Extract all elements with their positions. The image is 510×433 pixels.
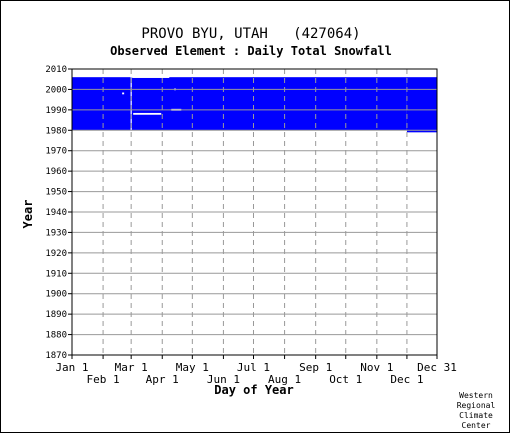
y-tick-label-8: 1950 — [45, 188, 67, 198]
y-tick-label-7: 1940 — [45, 208, 67, 218]
y-tick-label-0: 1870 — [45, 351, 67, 361]
chart-subtitle: Observed Element : Daily Total Snowfall — [110, 44, 392, 58]
y-tick-label-1: 1880 — [45, 331, 67, 341]
y-tick-label-9: 1960 — [45, 167, 67, 177]
x-axis-label: Day of Year — [214, 383, 293, 397]
y-tick-label-5: 1920 — [45, 249, 67, 259]
credit-line-3: Climate — [459, 411, 493, 420]
credit-line-2: Regional — [457, 401, 496, 410]
y-tick-label-4: 1910 — [45, 269, 67, 279]
data-block-0 — [72, 77, 407, 131]
x-tick-label-top-6: Dec 31 — [417, 361, 457, 374]
x-tick-label-bottom-5: Dec 1 — [390, 373, 423, 386]
x-tick-label-bottom-1: Apr 1 — [146, 373, 179, 386]
x-tick-label-top-3: Jul 1 — [237, 361, 270, 374]
x-tick-label-top-1: Mar 1 — [115, 361, 148, 374]
y-tick-label-2: 1890 — [45, 310, 67, 320]
y-tick-label-12: 1990 — [45, 106, 67, 116]
y-tick-labels: 1870 1880 1890 1900 1910 1920 1930 1940 1950 1960… — [45, 65, 72, 361]
y-tick-label-11: 1980 — [45, 126, 67, 136]
y-tick-label-10: 1970 — [45, 147, 67, 157]
y-tick-label-6: 1930 — [45, 228, 67, 238]
credit-line-4: Center — [462, 421, 491, 430]
data-gap-1 — [133, 112, 162, 115]
data-gap-3 — [122, 92, 125, 95]
x-tick-label-bottom-2: Jun 1 — [207, 373, 240, 386]
data-gap-0 — [130, 77, 132, 131]
y-axis-label: Year — [21, 200, 35, 229]
x-tick-labels: Jan 1 Mar 1 May 1 Jul 1 Sep 1 Nov 1 Dec 31 Feb … — [55, 355, 457, 386]
grid-lines — [72, 68, 437, 356]
x-tick-label-top-4: Sep 1 — [299, 361, 332, 374]
x-tick-label-top-5: Nov 1 — [360, 361, 393, 374]
y-tick-label-3: 1900 — [45, 290, 67, 300]
y-tick-label-14: 2010 — [45, 65, 67, 75]
chart-title: PROVO BYU, UTAH (427064) — [141, 26, 360, 42]
x-tick-label-bottom-4: Oct 1 — [329, 373, 362, 386]
plot-data-layer — [72, 77, 437, 133]
y-tick-label-13: 2000 — [45, 85, 67, 95]
x-tick-label-bottom-3: Aug 1 — [268, 373, 301, 386]
x-tick-label-top-0: Jan 1 — [55, 361, 88, 374]
credit-line-1: Western — [459, 391, 493, 400]
data-block-1 — [406, 77, 437, 133]
credit-block: Western Regional Climate Center — [457, 391, 496, 430]
x-tick-label-top-2: May 1 — [176, 361, 209, 374]
x-tick-label-bottom-0: Feb 1 — [87, 373, 120, 386]
data-gap-5 — [132, 76, 170, 78]
